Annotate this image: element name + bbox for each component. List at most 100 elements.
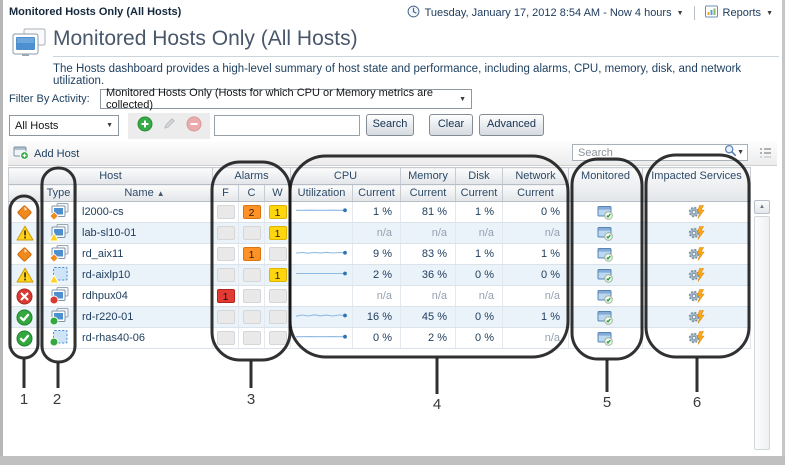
table-row[interactable]: lab-sl10-01 1 n/a n/a n/a n/a [8, 222, 751, 244]
alarm-fatal-count[interactable] [212, 243, 239, 265]
add-host-button[interactable]: Add Host [13, 145, 79, 163]
time-range-caret-icon[interactable]: ▼ [676, 9, 684, 17]
table-row[interactable]: rdhpux04 1 n/a n/a n/a n/a [8, 285, 751, 307]
column-group-alarms[interactable]: Alarms [212, 167, 291, 185]
column-group-disk[interactable]: Disk [455, 167, 503, 185]
host-status-icon[interactable] [8, 222, 41, 244]
column-impacted-services[interactable]: Impacted Services [642, 167, 751, 202]
reports-menu[interactable]: Reports [722, 7, 762, 19]
cpu-utilization-sparkline[interactable] [290, 243, 353, 265]
host-status-icon[interactable] [8, 264, 41, 286]
impacted-services-icon[interactable] [642, 327, 751, 349]
host-type-icon[interactable] [40, 243, 77, 265]
alarm-critical-count[interactable] [238, 264, 265, 286]
alarm-fatal-count[interactable] [212, 222, 239, 244]
alarm-critical-count[interactable] [238, 285, 265, 307]
cpu-utilization-sparkline[interactable] [290, 222, 353, 244]
clear-button[interactable]: Clear [429, 114, 473, 136]
cpu-utilization-sparkline[interactable] [290, 327, 353, 349]
alarm-critical-count[interactable]: 1 [238, 243, 265, 265]
column-name[interactable]: Name ▲ [76, 184, 213, 202]
alarm-critical-count[interactable]: 2 [238, 201, 265, 223]
table-row[interactable]: rd-r220-01 16 % 45 % 0 % 1 % [8, 306, 751, 328]
cpu-utilization-sparkline[interactable] [290, 201, 353, 223]
search-options-caret-icon[interactable]: ▼ [737, 149, 744, 156]
column-cpu-utilization[interactable]: Utilization [290, 184, 353, 202]
alarm-warning-count[interactable]: 1 [264, 201, 291, 223]
host-name[interactable]: rd_aix11 [76, 243, 213, 265]
column-cpu-current[interactable]: Current [352, 184, 401, 202]
host-name[interactable]: l2000-cs [76, 201, 213, 223]
column-group-memory[interactable]: Memory [400, 167, 456, 185]
monitored-icon[interactable] [568, 264, 643, 286]
monitored-icon[interactable] [568, 222, 643, 244]
column-status[interactable] [8, 184, 41, 202]
cpu-utilization-sparkline[interactable] [290, 285, 353, 307]
host-name[interactable]: rd-aixlp10 [76, 264, 213, 286]
host-status-icon[interactable] [8, 201, 41, 223]
alarm-warning-count[interactable]: 1 [264, 222, 291, 244]
monitored-icon[interactable] [568, 285, 643, 307]
host-status-icon[interactable] [8, 285, 41, 307]
search-button[interactable]: Search [366, 114, 414, 136]
column-memory-current[interactable]: Current [400, 184, 456, 202]
time-range-text[interactable]: Tuesday, January 17, 2012 8:54 AM - Now … [424, 7, 672, 19]
host-status-icon[interactable] [8, 243, 41, 265]
impacted-services-icon[interactable] [642, 285, 751, 307]
column-warning[interactable]: W [264, 184, 291, 202]
filter-by-activity-select[interactable]: Monitored Hosts Only (Hosts for which CP… [100, 87, 472, 111]
column-network-current[interactable]: Current [502, 184, 569, 202]
alarm-fatal-count[interactable] [212, 306, 239, 328]
host-type-icon[interactable] [40, 327, 77, 349]
host-type-icon[interactable] [40, 264, 77, 286]
host-name[interactable]: rd-rhas40-06 [76, 327, 213, 349]
scrollbar-up-button[interactable]: ▲ [754, 200, 770, 214]
magnifier-icon[interactable] [724, 144, 737, 162]
host-status-icon[interactable] [8, 306, 41, 328]
cpu-utilization-sparkline[interactable] [290, 306, 353, 328]
cpu-utilization-sparkline[interactable] [290, 264, 353, 286]
host-type-icon[interactable] [40, 201, 77, 223]
alarm-critical-count[interactable] [238, 327, 265, 349]
impacted-services-icon[interactable] [642, 201, 751, 223]
impacted-services-icon[interactable] [642, 264, 751, 286]
alarm-warning-count[interactable] [264, 243, 291, 265]
monitored-icon[interactable] [568, 327, 643, 349]
table-row[interactable]: rd-rhas40-06 0 % 2 % 0 % n/a [8, 327, 751, 349]
breadcrumb[interactable]: Monitored Hosts Only (All Hosts) [9, 6, 182, 18]
remove-scope-icon[interactable] [186, 116, 202, 137]
table-customizer-icon[interactable] [759, 146, 772, 164]
host-type-icon[interactable] [40, 306, 77, 328]
reports-caret-icon[interactable]: ▼ [766, 9, 773, 17]
alarm-fatal-count[interactable] [212, 327, 239, 349]
impacted-services-icon[interactable] [642, 306, 751, 328]
alarm-fatal-count[interactable]: 1 [212, 285, 239, 307]
table-row[interactable]: rd-aixlp10 1 2 % 36 % 0 % 0 % [8, 264, 751, 286]
impacted-services-icon[interactable] [642, 222, 751, 244]
column-group-network[interactable]: Network [502, 167, 569, 185]
host-name[interactable]: rdhpux04 [76, 285, 213, 307]
column-disk-current[interactable]: Current [455, 184, 503, 202]
advanced-button[interactable]: Advanced [479, 114, 544, 136]
column-fatal[interactable]: F [212, 184, 239, 202]
vertical-scrollbar[interactable] [754, 216, 770, 450]
edit-scope-icon[interactable] [162, 116, 177, 136]
column-group-cpu[interactable]: CPU [290, 167, 401, 185]
host-scope-select[interactable]: All Hosts ▼ [9, 115, 119, 136]
table-row[interactable]: l2000-cs 2 1 1 % 81 % 1 % 0 % [8, 201, 751, 223]
table-search-box[interactable]: Search ▼ [572, 144, 748, 161]
column-critical[interactable]: C [238, 184, 265, 202]
search-input[interactable] [214, 115, 360, 136]
table-row[interactable]: rd_aix11 1 9 % 83 % 1 % 1 % [8, 243, 751, 265]
host-name[interactable]: lab-sl10-01 [76, 222, 213, 244]
host-name[interactable]: rd-r220-01 [76, 306, 213, 328]
alarm-warning-count[interactable] [264, 306, 291, 328]
column-type[interactable]: Type [40, 184, 77, 202]
alarm-critical-count[interactable] [238, 222, 265, 244]
monitored-icon[interactable] [568, 243, 643, 265]
column-group-host[interactable]: Host [8, 167, 213, 185]
host-type-icon[interactable] [40, 285, 77, 307]
alarm-warning-count[interactable]: 1 [264, 264, 291, 286]
alarm-warning-count[interactable] [264, 327, 291, 349]
alarm-fatal-count[interactable] [212, 264, 239, 286]
